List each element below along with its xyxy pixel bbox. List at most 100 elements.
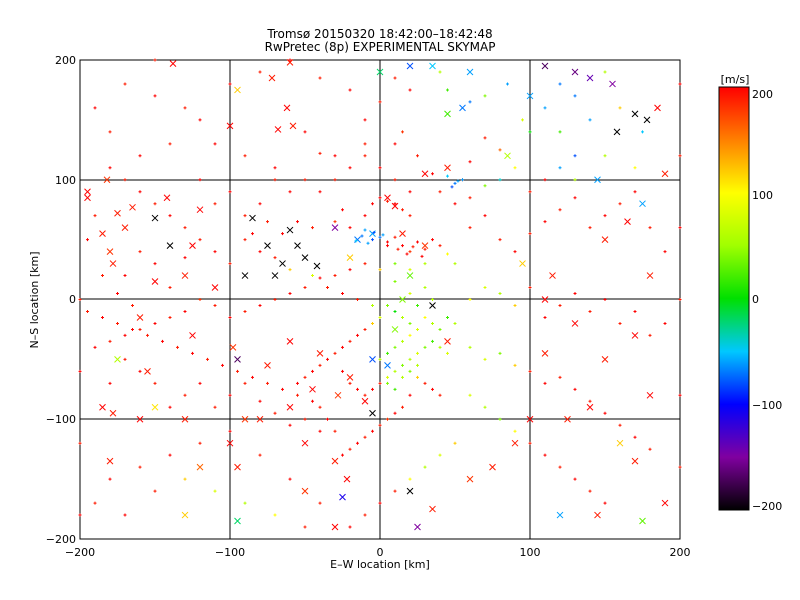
plus-marker-point-1-115 (341, 369, 344, 373)
plus-marker-point-1-109 (333, 351, 337, 355)
plus-marker-point-1-99 (431, 321, 434, 325)
plus-marker-point-1-249 (543, 220, 547, 224)
plus-marker-point-1-150 (326, 417, 329, 421)
x-marker-point-0-45 (136, 415, 144, 423)
x-marker-point-0-65 (511, 439, 519, 447)
plus-marker-point-1-56 (378, 268, 382, 272)
plus-marker-point-1-168 (198, 381, 202, 385)
x-marker-point-0-106 (406, 272, 414, 279)
plus-marker-point-1-157 (236, 369, 239, 373)
plus-marker-point-1-179 (273, 411, 277, 415)
plus-marker-point-1-253 (603, 214, 607, 218)
plus-marker-point-1-217 (573, 477, 577, 481)
plus-marker-point-1-12 (498, 178, 502, 182)
y-axis: −200 −100 0 100 200 N–S location [km] (28, 54, 76, 546)
plus-marker-point-1-15 (573, 94, 577, 98)
x-marker-point-0-4 (268, 74, 276, 82)
plus-marker-point-1-53 (423, 262, 427, 266)
plus-marker-point-1-79 (123, 274, 127, 278)
plus-marker-point-1-329 (438, 70, 442, 74)
x-tick-label-1: −100 (215, 546, 245, 559)
plus-marker-point-1-350 (678, 393, 682, 397)
x-marker-point-0-82 (631, 110, 639, 118)
plus-marker-point-1-330 (198, 118, 202, 122)
x-marker-point-0-21 (294, 242, 301, 249)
x-marker-point-0-7 (274, 126, 282, 133)
plus-marker-point-1-92 (371, 303, 374, 307)
plus-marker-point-1-10 (513, 166, 517, 170)
plus-marker-point-1-81 (213, 250, 217, 254)
plus-marker-point-1-247 (513, 250, 517, 254)
plus-marker-point-1-5 (431, 172, 434, 176)
plus-marker-point-1-252 (588, 226, 592, 230)
x-marker-point-0-76 (661, 170, 669, 178)
x-marker-point-0-67 (564, 415, 571, 423)
plus-marker-point-1-160 (191, 351, 194, 355)
plus-marker-point-1-197 (468, 345, 472, 349)
x-marker-point-0-1 (286, 59, 294, 66)
x-marker-point-0-22 (331, 224, 339, 232)
plus-marker-point-1-171 (153, 381, 157, 385)
plus-marker-point-1-346 (78, 369, 82, 373)
plus-marker-point-1-347 (78, 441, 82, 445)
plus-marker-point-1-290 (296, 220, 299, 224)
plus-marker-point-1-177 (243, 381, 247, 385)
x-marker-point-0-49 (181, 415, 189, 423)
plus-marker-point-1-46 (408, 250, 412, 254)
x-marker-point-0-127 (301, 487, 309, 495)
plus-marker-point-1-301 (360, 234, 364, 238)
plus-marker-point-1-341 (303, 178, 307, 182)
plus-marker-point-1-9 (498, 148, 502, 152)
plus-marker-point-1-78 (138, 250, 142, 254)
x-marker-point-0-123 (163, 194, 171, 202)
x-marker-point-0-87 (613, 128, 621, 136)
plus-marker-point-1-116 (348, 381, 352, 385)
plus-marker-point-1-268 (198, 178, 202, 182)
plus-marker-point-1-1 (318, 151, 322, 155)
plus-marker-point-1-345 (78, 298, 82, 301)
plus-marker-point-1-65 (243, 309, 247, 313)
plus-marker-point-1-95 (401, 315, 404, 319)
plus-marker-point-1-220 (453, 441, 457, 445)
x-marker-point-0-90 (459, 104, 466, 112)
plus-marker-point-1-127 (431, 339, 434, 343)
plus-marker-point-1-232 (198, 441, 202, 445)
plus-marker-point-1-167 (86, 309, 89, 313)
plus-marker-point-1-233 (168, 453, 172, 457)
x-marker-point-0-122 (114, 209, 121, 217)
plus-marker-point-1-32 (386, 199, 389, 203)
plus-marker-point-1-172 (138, 369, 142, 373)
plus-marker-point-1-58 (348, 268, 352, 272)
x-marker-point-0-20 (271, 272, 279, 279)
plus-marker-point-1-219 (603, 501, 607, 505)
x-marker-point-0-48 (151, 403, 159, 411)
x-marker-point-0-85 (571, 68, 579, 76)
plus-marker-point-1-244 (468, 226, 472, 230)
plus-marker-point-1-87 (288, 268, 292, 272)
plus-marker-point-1-212 (498, 417, 502, 421)
plus-marker-point-1-326 (378, 100, 382, 104)
plus-marker-point-1-200 (513, 363, 517, 367)
plus-marker-point-1-230 (258, 453, 262, 457)
plus-marker-point-1-339 (243, 154, 247, 158)
x-marker-point-0-93 (504, 152, 511, 160)
plus-marker-point-1-332 (138, 154, 142, 158)
plus-marker-point-1-313 (416, 303, 419, 307)
x-marker-point-0-94 (429, 62, 436, 70)
plus-marker-point-1-174 (108, 381, 112, 385)
plus-marker-point-1-259 (543, 178, 547, 182)
plus-marker-point-1-199 (498, 351, 502, 355)
plus-marker-point-1-2 (363, 118, 367, 122)
plus-marker-point-1-3 (401, 130, 404, 134)
plus-marker-point-1-335 (123, 82, 127, 86)
plus-marker-point-1-41 (371, 238, 374, 242)
plus-marker-point-1-114 (296, 381, 299, 385)
x-marker-point-0-18 (313, 262, 321, 270)
plus-marker-point-1-281 (333, 178, 337, 182)
colorbar-gradient (718, 86, 750, 511)
plus-marker-point-1-243 (303, 525, 307, 529)
plus-marker-point-1-62 (288, 292, 292, 296)
x-marker-point-0-70 (631, 457, 639, 465)
plus-marker-point-1-49 (431, 238, 434, 242)
plus-marker-point-1-201 (528, 369, 532, 373)
